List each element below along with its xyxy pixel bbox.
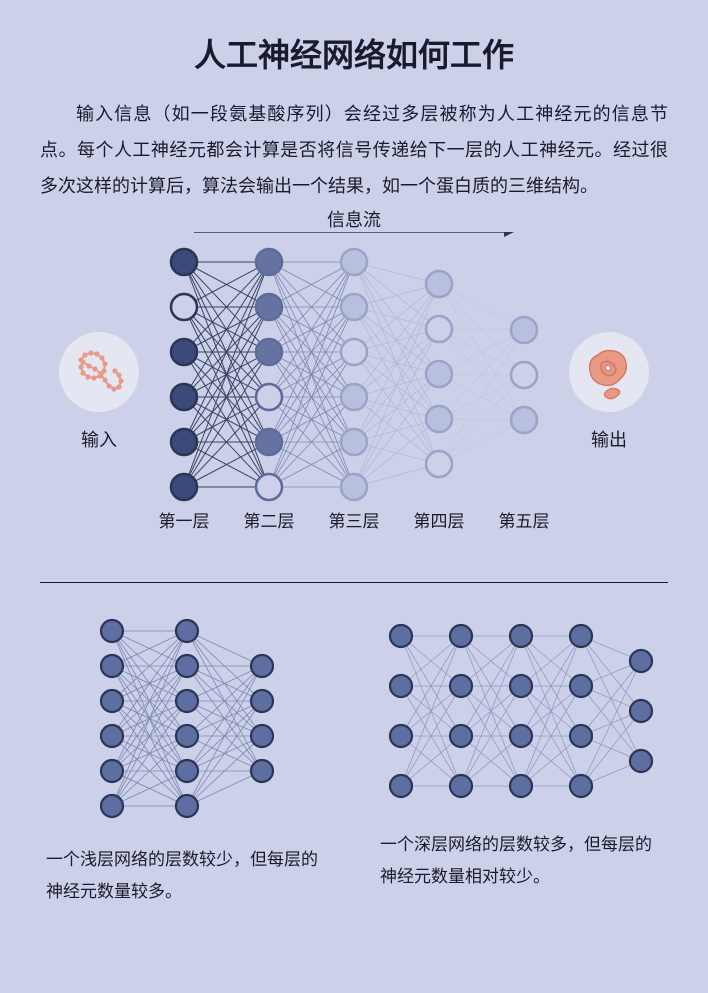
page-title: 人工神经网络如何工作 — [40, 30, 668, 76]
deep-network-block: 一个深层网络的层数较多，但每层的神经元数量相对较少。 — [374, 611, 668, 909]
main-network: 信息流 第一层第二层第三层第四层第五层 — [154, 232, 554, 552]
deep-network-diagram — [376, 611, 666, 811]
bottom-row: 一个浅层网络的层数较少，但每层的神经元数量较多。 一个深层网络的层数较多，但每层… — [40, 611, 668, 909]
deep-caption: 一个深层网络的层数较多，但每层的神经元数量相对较少。 — [374, 829, 668, 894]
svg-text:第三层: 第三层 — [329, 512, 380, 531]
svg-text:第四层: 第四层 — [414, 512, 465, 531]
svg-text:第五层: 第五层 — [499, 512, 550, 531]
output-icon — [569, 332, 649, 412]
shallow-network-diagram — [87, 611, 287, 826]
page-description: 输入信息（如一段氨基酸序列）会经过多层被称为人工神经元的信息节点。每个人工神经元… — [40, 96, 668, 204]
svg-text:第二层: 第二层 — [244, 512, 295, 531]
input-label: 输入 — [81, 426, 117, 452]
main-diagram: 输入 信息流 第一层第二层第三层第四层第五层 输出 — [40, 232, 668, 552]
output-label: 输出 — [591, 426, 627, 452]
input-icon — [59, 332, 139, 412]
shallow-caption: 一个浅层网络的层数较少，但每层的神经元数量较多。 — [40, 844, 334, 909]
shallow-network-block: 一个浅层网络的层数较少，但每层的神经元数量较多。 — [40, 611, 334, 909]
svg-text:第一层: 第一层 — [159, 512, 210, 531]
output-block: 输出 — [564, 332, 654, 452]
input-block: 输入 — [54, 332, 144, 452]
flow-label: 信息流 — [154, 206, 554, 232]
divider — [40, 582, 668, 583]
